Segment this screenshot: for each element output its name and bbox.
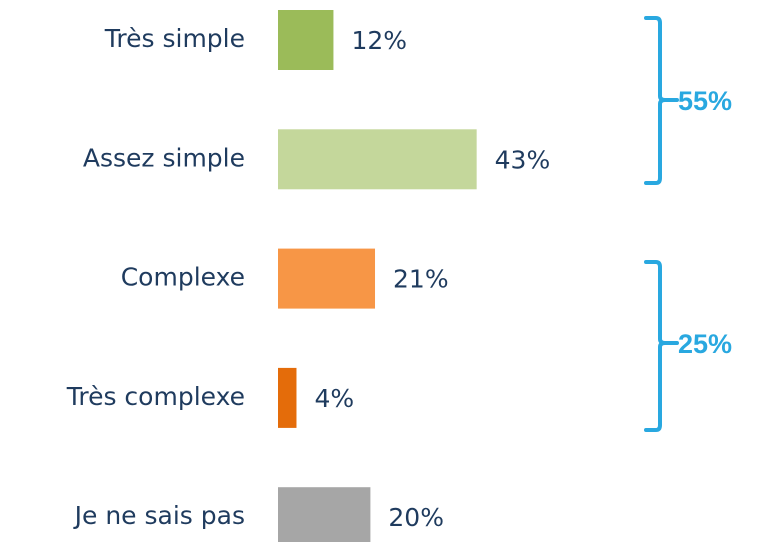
value-label: 43% [495,145,551,174]
bar [278,248,376,309]
value-label: 21% [393,265,449,294]
bar [278,487,371,542]
bar [278,367,297,428]
category-label: Très complexe [66,382,245,411]
bar [278,129,477,190]
group-annotation: 25% [678,329,732,359]
bracket [644,260,679,432]
category-label: Complexe [121,263,245,292]
bracket [644,16,679,185]
group-annotation: 55% [678,86,732,116]
category-label: Très simple [104,24,245,53]
bar [278,10,334,70]
value-label: 4% [314,384,354,413]
category-label: Assez simple [83,143,245,172]
category-label: Je ne sais pas [73,501,245,530]
value-label: 20% [388,503,444,532]
value-label: 12% [351,26,407,55]
